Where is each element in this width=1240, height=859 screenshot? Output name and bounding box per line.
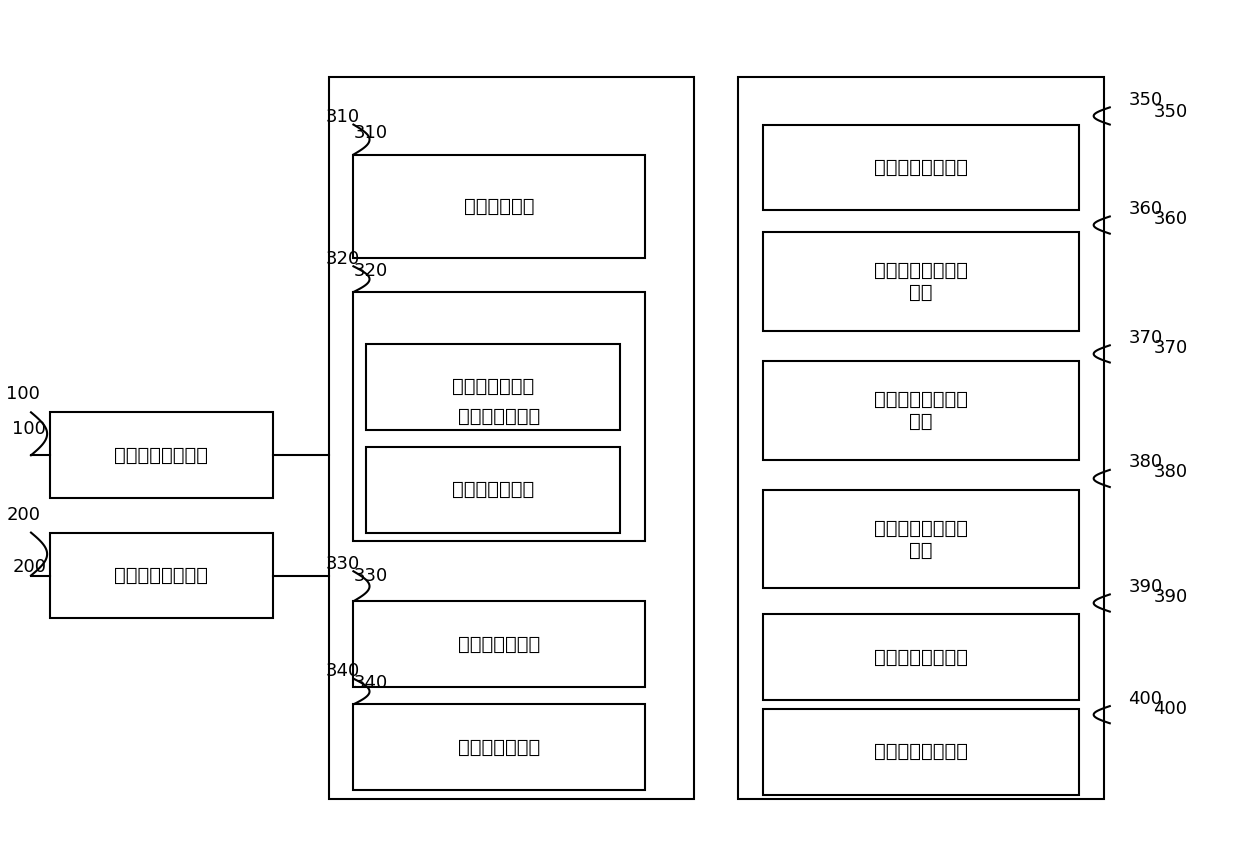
FancyBboxPatch shape	[763, 490, 1079, 588]
Text: 100: 100	[12, 421, 46, 438]
Text: 流转关系信息管理
模块: 流转关系信息管理 模块	[874, 519, 967, 559]
Text: 350: 350	[1128, 91, 1163, 109]
Text: 400: 400	[1128, 690, 1162, 708]
Text: 数据库定义模块: 数据库定义模块	[451, 377, 534, 396]
FancyBboxPatch shape	[763, 232, 1079, 331]
Text: 确权信息管理模块: 确权信息管理模块	[874, 158, 967, 177]
Text: 320: 320	[353, 262, 388, 279]
Text: 350: 350	[1153, 103, 1188, 120]
Text: 用户管理模块: 用户管理模块	[464, 197, 534, 216]
FancyBboxPatch shape	[763, 361, 1079, 460]
FancyBboxPatch shape	[366, 447, 620, 533]
Text: 380: 380	[1128, 454, 1163, 472]
Text: 330: 330	[353, 567, 388, 584]
FancyBboxPatch shape	[763, 709, 1079, 795]
FancyBboxPatch shape	[353, 155, 645, 258]
Text: 农地信息采集模块: 农地信息采集模块	[874, 648, 967, 667]
FancyBboxPatch shape	[329, 77, 694, 799]
FancyBboxPatch shape	[50, 412, 273, 498]
FancyBboxPatch shape	[763, 125, 1079, 210]
FancyBboxPatch shape	[353, 292, 645, 541]
Text: 农地信息采集终端: 农地信息采集终端	[114, 566, 208, 585]
Text: 370: 370	[1153, 339, 1188, 356]
Text: 390: 390	[1128, 578, 1163, 596]
FancyBboxPatch shape	[50, 533, 273, 618]
Text: 数据库操作模块: 数据库操作模块	[451, 480, 534, 499]
Text: 390: 390	[1153, 588, 1188, 606]
Text: 310: 310	[353, 125, 388, 142]
Text: 意见反馈收集模块: 意见反馈收集模块	[874, 742, 967, 761]
Text: 数据库保护模块: 数据库保护模块	[458, 635, 541, 654]
FancyBboxPatch shape	[353, 704, 645, 790]
Text: 200: 200	[6, 506, 40, 524]
Text: 310: 310	[326, 108, 361, 126]
Text: 数据库通信模块: 数据库通信模块	[458, 738, 541, 757]
Text: 100: 100	[6, 386, 40, 404]
Text: 340: 340	[353, 674, 388, 691]
Text: 200: 200	[12, 558, 46, 576]
Text: 中介机构信息管理
模块: 中介机构信息管理 模块	[874, 390, 967, 430]
Text: 380: 380	[1153, 464, 1188, 481]
Text: 360: 360	[1153, 210, 1188, 228]
FancyBboxPatch shape	[366, 344, 620, 430]
FancyBboxPatch shape	[738, 77, 1104, 799]
Text: 330: 330	[326, 555, 361, 573]
Text: 360: 360	[1128, 200, 1163, 218]
Text: 370: 370	[1128, 329, 1163, 347]
Text: 320: 320	[326, 250, 361, 268]
Text: 分等定级信息管理
模块: 分等定级信息管理 模块	[874, 261, 967, 302]
Text: 400: 400	[1153, 700, 1187, 717]
Text: 340: 340	[326, 662, 361, 680]
Text: 数据查询展示终端: 数据查询展示终端	[114, 446, 208, 465]
FancyBboxPatch shape	[763, 614, 1079, 700]
FancyBboxPatch shape	[353, 601, 645, 687]
Text: 数据库管理模块: 数据库管理模块	[458, 407, 541, 426]
